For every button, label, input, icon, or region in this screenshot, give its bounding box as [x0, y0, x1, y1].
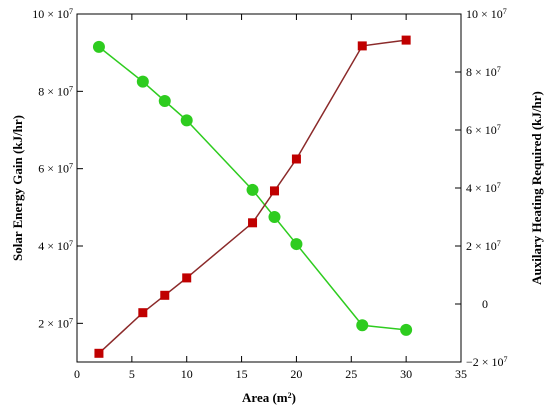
red-series-point — [94, 348, 104, 358]
green-series-point — [136, 75, 149, 88]
green-series-point — [158, 95, 171, 107]
green-series-point — [400, 323, 413, 336]
green-series-point — [180, 114, 193, 127]
left-tick-label: 6 × 107 — [38, 161, 73, 176]
series-layer — [92, 35, 413, 358]
plot-area — [76, 13, 462, 363]
x-tick-label: 15 — [236, 367, 248, 381]
x-axis-title: Area (m2) — [242, 390, 296, 405]
red-series-point — [182, 273, 192, 283]
left-y-axis: 2 × 107 4 × 107 6 × 107 8 × 107 10 × 107 — [32, 7, 83, 331]
x-axis: 0 5 10 15 20 25 30 35 — [74, 14, 467, 381]
x-tick-label: 25 — [345, 367, 357, 381]
left-tick-label: 8 × 107 — [38, 84, 73, 99]
right-tick-label: 2 × 107 — [466, 239, 501, 254]
right-y-axis: −2 × 107 0 2 × 107 4 × 107 6 × 107 8 × 107 10 … — [455, 7, 508, 370]
right-y-axis-title: Auxilary Heating Required (kJ/hr) — [529, 91, 544, 285]
green-series-point — [290, 238, 303, 251]
red-series-point — [138, 308, 148, 318]
green-series-point — [268, 211, 281, 223]
left-tick-label: 2 × 107 — [38, 316, 73, 331]
red-series-point — [291, 154, 301, 164]
x-tick-label: 35 — [455, 367, 467, 381]
green-series-point — [246, 183, 259, 196]
red-series-point — [248, 218, 258, 228]
left-tick-label: 4 × 107 — [38, 239, 73, 254]
right-tick-label: 10 × 107 — [466, 7, 507, 22]
right-tick-label: −2 × 107 — [466, 355, 508, 370]
left-tick-label: 10 × 107 — [32, 7, 73, 22]
left-y-axis-title: Solar Energy Gain (kJ/hr) — [10, 115, 25, 261]
green-series-point — [92, 40, 105, 53]
right-tick-label: 8 × 107 — [466, 65, 501, 80]
red-series-point — [357, 41, 367, 51]
right-tick-label: 0 — [482, 297, 488, 311]
red-series-point — [160, 290, 170, 300]
x-tick-label: 20 — [290, 367, 302, 381]
red-series-point — [269, 186, 279, 196]
x-tick-label: 5 — [129, 367, 135, 381]
red-series-point — [401, 35, 411, 45]
x-tick-label: 10 — [181, 367, 193, 381]
green-series-point — [356, 319, 369, 332]
right-tick-label: 6 × 107 — [466, 123, 501, 138]
right-tick-label: 4 × 107 — [466, 181, 501, 196]
x-tick-label: 0 — [74, 367, 80, 381]
x-tick-label: 30 — [400, 367, 412, 381]
